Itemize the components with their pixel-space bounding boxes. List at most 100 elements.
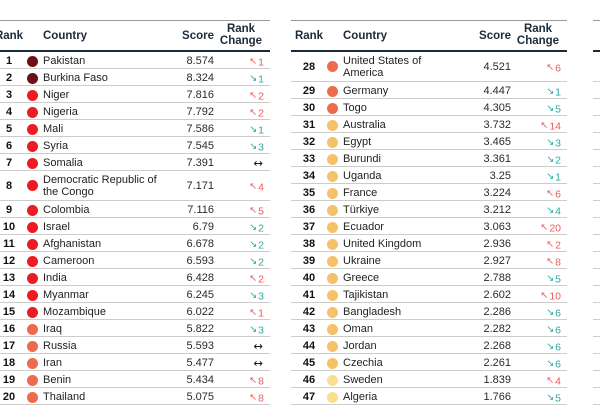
tier-dot-wrap	[27, 255, 43, 267]
tier-dot-icon	[27, 238, 38, 250]
rank-change: ↘3	[214, 137, 270, 155]
rank-change: ↖6	[511, 58, 567, 76]
rank-change-arrow-icon: ↔	[253, 356, 263, 370]
score-value: 8.324	[186, 72, 214, 84]
tier-dot-icon	[327, 238, 338, 250]
rank-change-arrow-icon: ↔	[253, 156, 263, 170]
rank-value: 3	[5, 89, 13, 101]
table-row: 16 Iraq 5.822 ↘3	[0, 320, 270, 337]
country-name: Greece	[343, 272, 380, 284]
country-name: Czechia	[343, 357, 383, 369]
tier-dot-wrap	[27, 289, 43, 301]
tier-dot-wrap	[27, 374, 43, 386]
rank-change: ↘4	[511, 201, 567, 219]
table-row: 13 India 6.428 ↖2	[0, 269, 270, 286]
tier-dot-wrap	[27, 221, 43, 233]
tier-dot-icon	[27, 106, 38, 118]
rank-change-arrow-icon: ↖	[540, 290, 549, 301]
table-row	[593, 388, 600, 405]
tier-dot-icon	[27, 306, 38, 318]
score-value: 4.521	[483, 60, 511, 73]
tier-dot-wrap	[327, 323, 343, 335]
tier-dot-icon	[327, 340, 338, 352]
tier-dot-wrap	[327, 170, 343, 182]
rank-change-arrow-icon: ↖	[249, 56, 258, 67]
score-value: 2.282	[483, 323, 511, 335]
country-name: France	[343, 187, 378, 199]
rank-change-arrow-icon: ↖	[546, 61, 555, 73]
country-name: Algeria	[343, 391, 378, 403]
rank-change-value: 5	[555, 273, 561, 286]
rank-change-value: 2	[258, 239, 264, 252]
rank-change-value: 8	[555, 256, 561, 269]
rank-change: ↖20	[511, 218, 567, 236]
tier-dot-icon	[327, 153, 338, 165]
score-value: 5.434	[186, 374, 214, 386]
country-name: Sweden	[343, 374, 383, 386]
rank-value: 38	[302, 238, 316, 250]
rank-change: ↘6	[511, 320, 567, 338]
table-header	[593, 20, 600, 52]
table-body: 1 Pakistan 8.574 ↖1 2 Burkina Faso 8.324…	[0, 52, 270, 405]
rank-value: 7	[5, 157, 13, 169]
table-row	[593, 201, 600, 218]
score-value: 2.286	[483, 306, 511, 318]
score-value: 8.574	[186, 55, 214, 67]
column-header-country: Country	[43, 29, 88, 42]
tier-dot-wrap	[27, 72, 43, 84]
rank-value: 8	[5, 179, 13, 192]
rank-change: ↔	[214, 354, 270, 372]
rank-value: 5	[5, 123, 13, 135]
rank-value: 13	[2, 272, 16, 284]
score-value: 3.212	[483, 204, 511, 216]
rank-change-value: 6	[555, 62, 561, 74]
rank-change-arrow-icon: ↖	[249, 90, 258, 101]
rank-change-value: 20	[549, 222, 561, 235]
rank-change-arrow-icon: ↘	[249, 290, 258, 301]
tier-dot-wrap	[27, 157, 43, 169]
rank-change: ↘6	[511, 337, 567, 355]
score-value: 6.022	[186, 306, 214, 318]
column-header-rank: Rank	[0, 29, 24, 42]
table-row: 39 Ukraine 2.927 ↖8	[291, 252, 567, 269]
rank-change: ↘1	[214, 69, 270, 87]
score-value: 2.602	[483, 289, 511, 301]
tier-dot-icon	[27, 391, 38, 403]
tier-dot-wrap	[327, 221, 343, 233]
rank-change: ↖4	[214, 177, 270, 195]
rank-value: 16	[2, 323, 16, 335]
score-value: 5.593	[186, 340, 214, 352]
table-row: 36 Türkiye 3.212 ↘4	[291, 201, 567, 218]
rank-value: 45	[302, 357, 316, 369]
country-name: Myanmar	[43, 289, 89, 301]
table-row	[593, 82, 600, 99]
rank-change-arrow-icon: ↘	[546, 103, 555, 114]
rank-value: 31	[302, 119, 316, 131]
rank-change-arrow-icon: ↘	[249, 222, 258, 233]
table-row: 38 United Kingdom 2.936 ↖2	[291, 235, 567, 252]
country-name: Colombia	[43, 204, 90, 216]
table-row	[593, 320, 600, 337]
rank-change-arrow-icon: ↘	[249, 73, 258, 84]
tier-dot-icon	[27, 323, 38, 335]
tier-dot-wrap	[27, 204, 43, 216]
rank-change-value: 5	[555, 392, 561, 405]
country-name: Syria	[43, 140, 69, 152]
score-value: 3.224	[483, 187, 511, 199]
rank-change-arrow-icon: ↘	[546, 358, 555, 369]
table-row: 33 Burundi 3.361 ↘2	[291, 150, 567, 167]
rank-change-arrow-icon: ↘	[249, 239, 258, 250]
rank-change-value: 6	[555, 188, 561, 201]
table-row: 19 Benin 5.434 ↖8	[0, 371, 270, 388]
tier-dot-wrap	[327, 289, 343, 301]
tier-dot-wrap	[27, 123, 43, 135]
rank-change-value: 3	[258, 324, 264, 337]
tier-dot-wrap	[327, 306, 343, 318]
tier-dot-wrap	[327, 374, 343, 386]
rank-change-arrow-icon: ↖	[249, 107, 258, 118]
column-header-country: Country	[343, 29, 388, 42]
table-row	[593, 150, 600, 167]
rank-value: 2	[5, 72, 13, 84]
country-name: Tajikistan	[343, 289, 389, 301]
